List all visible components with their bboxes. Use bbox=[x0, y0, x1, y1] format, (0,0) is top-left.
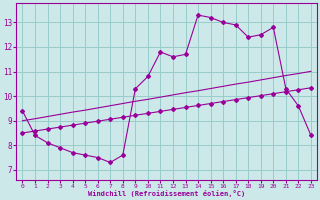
X-axis label: Windchill (Refroidissement éolien,°C): Windchill (Refroidissement éolien,°C) bbox=[88, 190, 245, 197]
